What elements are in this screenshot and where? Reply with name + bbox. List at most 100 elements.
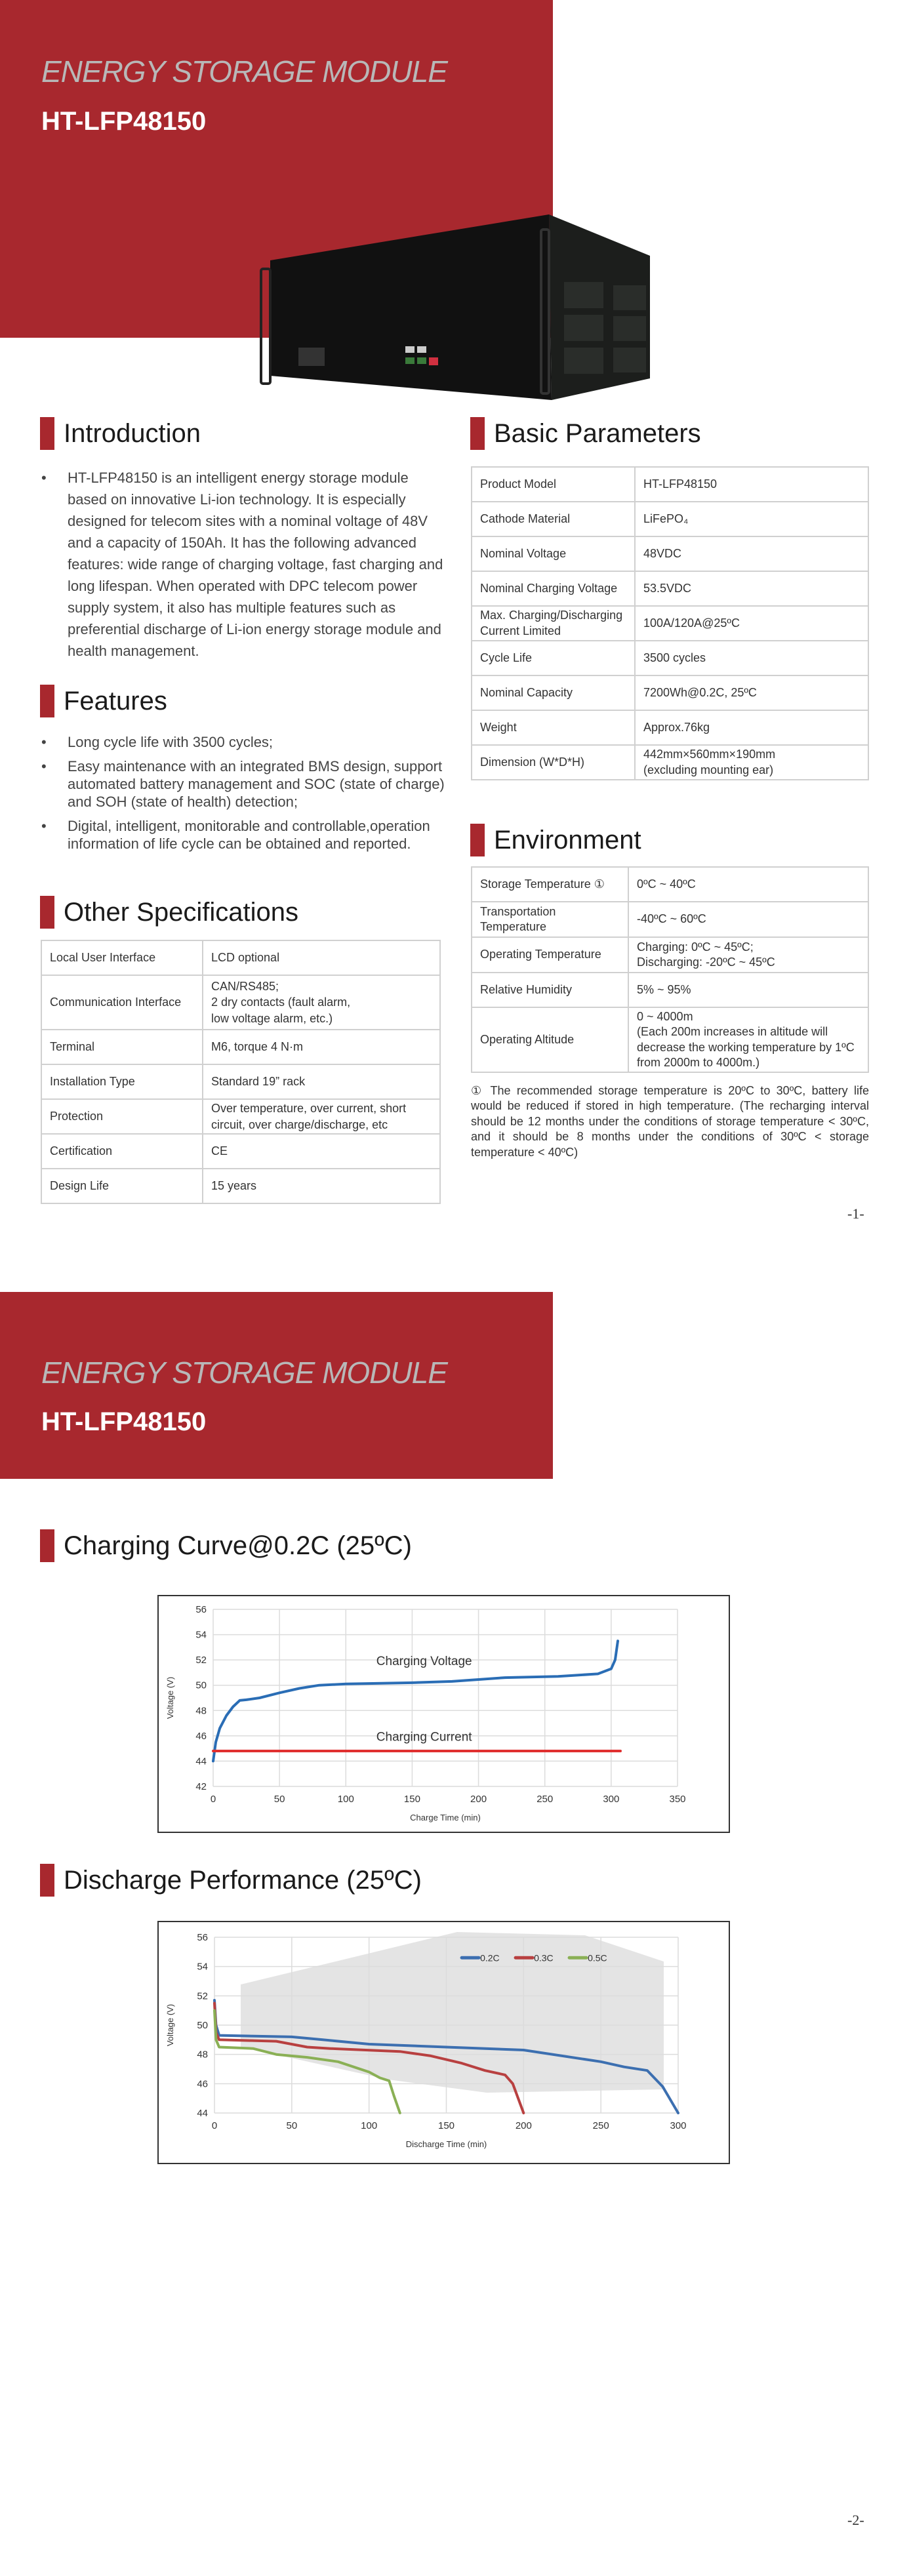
label-cell: Max. Charging/Discharging Current Limite… xyxy=(471,605,636,641)
x-axis-label: Charge Time (min) xyxy=(410,1813,481,1822)
label-cell: Product Model xyxy=(471,466,636,502)
table-row: Nominal Charging Voltage 53.5VDC xyxy=(471,571,869,607)
label-cell: Nominal Charging Voltage xyxy=(471,571,636,607)
y-tick-label: 50 xyxy=(197,2020,208,2031)
y-tick-label: 48 xyxy=(195,1705,207,1716)
label-cell: Nominal Voltage xyxy=(471,536,636,572)
table-row: Transportation Temperature -40ºC ~ 60ºC xyxy=(471,901,869,938)
value-cell: CE xyxy=(202,1133,441,1169)
table-row: Product Model HT-LFP48150 xyxy=(471,466,869,502)
table-row: Nominal Voltage 48VDC xyxy=(471,536,869,572)
label-cell: Operating Altitude xyxy=(471,1007,629,1073)
charging-chart: 0 50 100 150 200 250 300 350 42 44 46 48 50 52 54 56 Cha… xyxy=(157,1595,730,1833)
legend-label: 0.3C xyxy=(534,1952,554,1963)
table-row: Nominal Capacity 7200Wh@0.2C, 25ºC xyxy=(471,675,869,711)
label-cell: Operating Temperature xyxy=(471,936,629,973)
heading-bar xyxy=(40,1864,54,1897)
header-subtitle: ENERGY STORAGE MODULE xyxy=(41,54,448,89)
header-model: HT-LFP48150 xyxy=(41,107,207,136)
basic-parameters-table: Product Model HT-LFP48150 Cathode Material… xyxy=(471,466,869,780)
label-cell: Transportation Temperature xyxy=(471,901,629,938)
section-heading-charging-curve: Charging Curve@0.2C (25ºC) xyxy=(40,1529,412,1562)
x-tick-label: 100 xyxy=(338,1794,354,1805)
section-heading-discharge: Discharge Performance (25ºC) xyxy=(40,1864,422,1897)
introduction-list: HT-LFP48150 is an intelligent energy sto… xyxy=(41,467,448,662)
table-row: Operating Temperature Charging: 0ºC ~ 45º… xyxy=(471,936,869,973)
header-subtitle: ENERGY STORAGE MODULE xyxy=(41,1356,448,1390)
feature-item: Easy maintenance with an integrated BMS … xyxy=(41,757,448,811)
annotation-charging-voltage: Charging Voltage xyxy=(376,1655,472,1668)
table-row: Relative Humidity 5% ~ 95% xyxy=(471,972,869,1008)
y-tick-label: 50 xyxy=(195,1680,207,1691)
heading-bar xyxy=(470,417,485,450)
introduction-title: Introduction xyxy=(64,419,201,448)
x-axis-label: Discharge Time (min) xyxy=(406,2139,487,2149)
x-tick-label: 350 xyxy=(669,1794,685,1805)
heading-bar xyxy=(40,685,54,717)
value-cell: 0ºC ~ 40ºC xyxy=(628,866,869,902)
x-tick-label: 250 xyxy=(593,2120,609,2131)
header-model: HT-LFP48150 xyxy=(41,1407,207,1436)
vent-grille xyxy=(564,282,646,374)
value-cell: 48VDC xyxy=(634,536,869,572)
label-cell: Weight xyxy=(471,710,636,746)
x-tick-label: 0 xyxy=(211,1794,216,1805)
heading-bar xyxy=(40,1529,54,1562)
table-row: Local User Interface LCD optional xyxy=(41,940,441,976)
value-cell: LiFePO₄ xyxy=(634,501,869,537)
table-row: Terminal M6, torque 4 N·m xyxy=(41,1029,441,1065)
header-banner-page2: ENERGY STORAGE MODULE HT-LFP48150 xyxy=(0,1292,553,1479)
section-heading-other-specs: Other Specifications xyxy=(40,896,298,929)
label-cell: Installation Type xyxy=(41,1064,203,1100)
charging-chart-svg: 0 50 100 150 200 250 300 350 42 44 46 48 50 52 54 56 Cha… xyxy=(165,1604,686,1822)
value-cell: 442mm×560mm×190mm (excluding mounting ea… xyxy=(634,744,869,780)
y-tick-label: 46 xyxy=(197,2078,208,2089)
page-number: -1- xyxy=(847,1205,864,1222)
discharge-chart: 0 50 100 150 200 250 300 44 46 48 50 52 54 56 Discharg… xyxy=(157,1921,730,2164)
environment-footnote: ① The recommended storage temperature is… xyxy=(471,1084,869,1159)
label-cell: Local User Interface xyxy=(41,940,203,976)
value-cell: -40ºC ~ 60ºC xyxy=(628,901,869,938)
x-tick-label: 0 xyxy=(212,2120,217,2131)
table-row: Communication Interface CAN/RS485; 2 dry … xyxy=(41,975,441,1030)
value-cell: 7200Wh@0.2C, 25ºC xyxy=(634,675,869,711)
y-tick-label: 48 xyxy=(197,2049,208,2061)
environment-table: Storage Temperature ① 0ºC ~ 40ºC Transport… xyxy=(471,866,869,1073)
value-cell: 0 ~ 4000m (Each 200m increases in altitu… xyxy=(628,1007,869,1073)
annotation-charging-current: Charging Current xyxy=(376,1731,472,1744)
heading-bar xyxy=(470,824,485,856)
value-cell: 53.5VDC xyxy=(634,571,869,607)
value-cell: Charging: 0ºC ~ 45ºC; Discharging: -20ºC… xyxy=(628,936,869,973)
x-tick-label: 200 xyxy=(516,2120,532,2131)
features-title: Features xyxy=(64,687,167,715)
x-tick-label: 50 xyxy=(274,1794,285,1805)
value-cell: LCD optional xyxy=(202,940,441,976)
table-row: Weight Approx.76kg xyxy=(471,710,869,746)
y-axis-label: Voltage (V) xyxy=(165,2004,175,2046)
section-heading-introduction: Introduction xyxy=(40,417,201,450)
x-tick-label: 300 xyxy=(670,2120,686,2131)
label-cell: Terminal xyxy=(41,1029,203,1065)
value-cell: 5% ~ 95% xyxy=(628,972,869,1008)
table-row: Cycle Life 3500 cycles xyxy=(471,640,869,676)
value-cell: Over temperature, over current, short ci… xyxy=(202,1098,441,1135)
y-tick-label: 42 xyxy=(195,1781,207,1792)
section-heading-environment: Environment xyxy=(470,824,641,856)
table-row: Operating Altitude 0 ~ 4000m (Each 200m i… xyxy=(471,1007,869,1073)
table-row: Protection Over temperature, over current… xyxy=(41,1098,441,1135)
environment-title: Environment xyxy=(494,826,641,855)
basic-parameters-title: Basic Parameters xyxy=(494,419,701,448)
section-heading-features: Features xyxy=(40,685,167,717)
y-axis-label: Voltage (V) xyxy=(165,1677,175,1719)
heading-bar xyxy=(40,896,54,929)
value-cell: M6, torque 4 N·m xyxy=(202,1029,441,1065)
value-cell: Approx.76kg xyxy=(634,710,869,746)
discharge-chart-svg: 0 50 100 150 200 250 300 44 46 48 50 52 54 56 Discharg… xyxy=(165,1932,687,2149)
product-image xyxy=(260,214,650,400)
value-cell: 100A/120A@25ºC xyxy=(634,605,869,641)
table-row: Storage Temperature ① 0ºC ~ 40ºC xyxy=(471,866,869,902)
x-tick-label: 300 xyxy=(603,1794,619,1805)
section-heading-basic-parameters: Basic Parameters xyxy=(470,417,701,450)
x-tick-label: 150 xyxy=(438,2120,455,2131)
y-tick-label: 44 xyxy=(195,1756,207,1767)
